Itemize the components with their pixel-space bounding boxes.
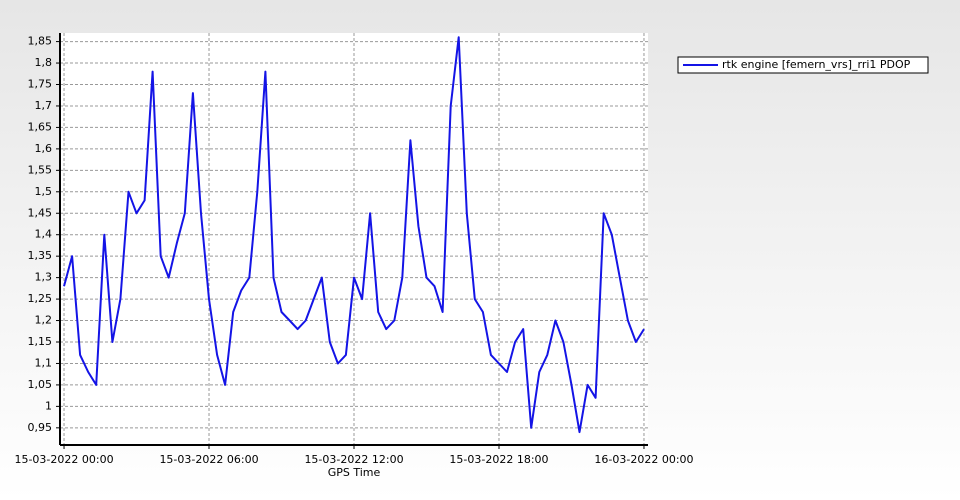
y-tick-label: 1,25 (28, 292, 53, 305)
y-tick-label: 1,1 (35, 356, 53, 369)
y-tick-label: 1,6 (35, 142, 53, 155)
y-tick-label: 1,05 (28, 378, 53, 391)
x-tick-label: 15-03-2022 12:00 (304, 453, 403, 466)
x-tick-label: 15-03-2022 00:00 (14, 453, 113, 466)
y-tick-label: 1 (45, 399, 52, 412)
y-tick-label: 1,4 (35, 228, 53, 241)
y-tick-label: 1,45 (28, 206, 53, 219)
x-tick-label: 15-03-2022 18:00 (449, 453, 548, 466)
y-tick-label: 1,55 (28, 163, 53, 176)
y-tick-label: 1,35 (28, 249, 53, 262)
data-line (63, 36, 645, 434)
y-tick-label: 1,2 (35, 314, 53, 327)
y-tick-label: 1,15 (28, 335, 53, 348)
x-tick-label: 15-03-2022 06:00 (159, 453, 258, 466)
y-tick-label: 1,8 (35, 56, 53, 69)
x-axis-title: GPS Time (328, 466, 381, 479)
y-tick-label: 1,5 (35, 185, 53, 198)
y-tick-label: 1,3 (35, 271, 53, 284)
legend (677, 56, 929, 74)
x-tick-label: 16-03-2022 00:00 (594, 453, 693, 466)
y-tick-label: 1,85 (28, 35, 53, 48)
legend-label: rtk engine [femern_vrs]_rri1 PDOP (722, 58, 911, 71)
y-tick-label: 1,65 (28, 120, 53, 133)
y-tick-label: 0,95 (28, 421, 53, 434)
y-tick-label: 1,75 (28, 78, 53, 91)
y-tick-label: 1,7 (35, 99, 53, 112)
